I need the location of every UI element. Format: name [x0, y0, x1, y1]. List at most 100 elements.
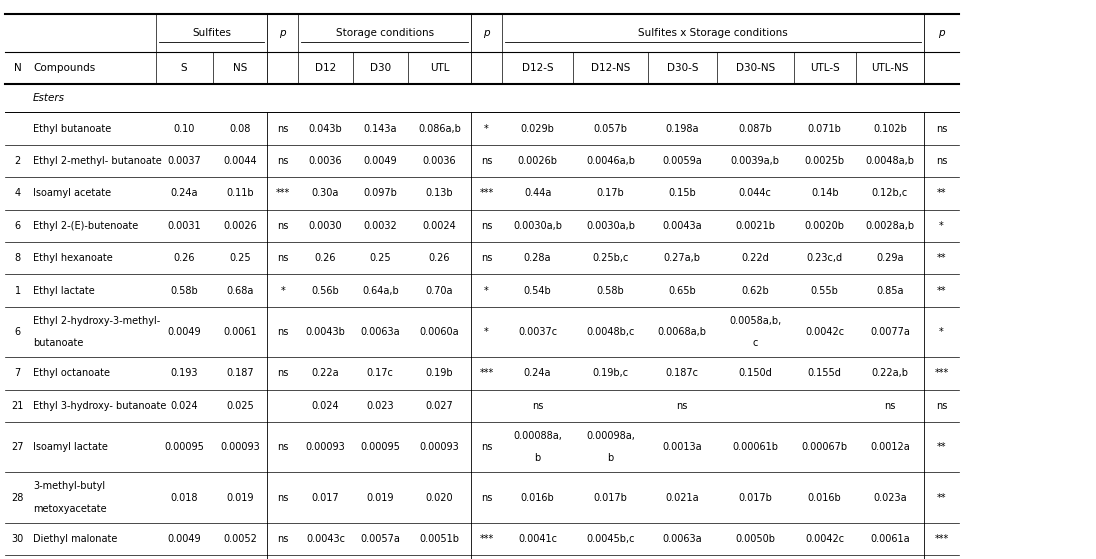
Text: 0.150d: 0.150d [739, 368, 772, 378]
Text: Sulfites: Sulfites [192, 28, 231, 38]
Text: 0.58b: 0.58b [170, 286, 198, 296]
Text: 0.26: 0.26 [315, 253, 336, 263]
Text: 7: 7 [14, 368, 21, 378]
Text: ns: ns [481, 442, 492, 452]
Text: 0.17b: 0.17b [596, 188, 625, 198]
Text: Ethyl hexanoate: Ethyl hexanoate [33, 253, 113, 263]
Text: 3-methyl-butyl: 3-methyl-butyl [33, 481, 105, 491]
Text: c: c [753, 338, 757, 348]
Text: 0.044c: 0.044c [739, 188, 772, 198]
Text: 0.0037c: 0.0037c [518, 327, 557, 337]
Text: 0.0060a: 0.0060a [420, 327, 459, 337]
Text: 0.018: 0.018 [170, 492, 198, 503]
Text: 0.0031: 0.0031 [168, 221, 201, 231]
Text: 0.0048b,c: 0.0048b,c [586, 327, 635, 337]
Text: 0.00095: 0.00095 [164, 442, 204, 452]
Text: 0.70a: 0.70a [425, 286, 454, 296]
Text: 0.85a: 0.85a [876, 286, 904, 296]
Text: 0.30a: 0.30a [312, 188, 339, 198]
Text: 0.0013a: 0.0013a [662, 442, 703, 452]
Text: 27: 27 [11, 442, 24, 452]
Text: 0.0043a: 0.0043a [662, 221, 703, 231]
Text: 0.17c: 0.17c [367, 368, 393, 378]
Text: UTL-S: UTL-S [810, 63, 840, 73]
Text: 21: 21 [11, 401, 24, 411]
Text: ns: ns [277, 221, 288, 231]
Text: 0.26: 0.26 [173, 253, 195, 263]
Text: 0.024: 0.024 [311, 401, 340, 411]
Text: S: S [181, 63, 187, 73]
Text: ***: *** [934, 368, 949, 378]
Text: 0.28a: 0.28a [524, 253, 551, 263]
Text: 0.54b: 0.54b [524, 286, 551, 296]
Text: 0.00061b: 0.00061b [732, 442, 778, 452]
Text: 0.029b: 0.029b [521, 124, 555, 134]
Text: 0.65b: 0.65b [669, 286, 696, 296]
Text: 0.0036: 0.0036 [309, 156, 342, 166]
Text: UTL: UTL [430, 63, 449, 73]
Text: 0.15b: 0.15b [669, 188, 696, 198]
Text: 0.62b: 0.62b [741, 286, 769, 296]
Text: ns: ns [532, 401, 544, 411]
Text: 0.27a,b: 0.27a,b [664, 253, 700, 263]
Text: NS: NS [232, 63, 248, 73]
Text: 0.057b: 0.057b [593, 124, 628, 134]
Text: 2: 2 [14, 156, 21, 166]
Text: 0.0045b,c: 0.0045b,c [586, 534, 635, 544]
Text: Ethyl octanoate: Ethyl octanoate [33, 368, 110, 378]
Text: Compounds: Compounds [33, 63, 95, 73]
Text: 0.0063a: 0.0063a [662, 534, 703, 544]
Text: 0.56b: 0.56b [311, 286, 340, 296]
Text: 0.0036: 0.0036 [423, 156, 456, 166]
Text: 0.0061a: 0.0061a [870, 534, 910, 544]
Text: 0.00098a,: 0.00098a, [586, 431, 635, 441]
Text: 0.193: 0.193 [170, 368, 198, 378]
Text: ns: ns [277, 442, 288, 452]
Text: **: ** [937, 253, 946, 263]
Text: 0.19b,c: 0.19b,c [593, 368, 628, 378]
Text: 0.68a: 0.68a [227, 286, 253, 296]
Text: 0.0051b: 0.0051b [420, 534, 459, 544]
Text: 0.0048a,b: 0.0048a,b [866, 156, 914, 166]
Text: ns: ns [277, 327, 288, 337]
Text: ns: ns [277, 492, 288, 503]
Text: 1: 1 [14, 286, 21, 296]
Text: D12-NS: D12-NS [591, 63, 630, 73]
Text: metoxyacetate: metoxyacetate [33, 504, 106, 514]
Text: *: * [939, 221, 944, 231]
Text: 0.22a: 0.22a [311, 368, 340, 378]
Text: **: ** [937, 492, 946, 503]
Text: 0.020: 0.020 [425, 492, 454, 503]
Text: Ethyl 2-(E)-butenoate: Ethyl 2-(E)-butenoate [33, 221, 138, 231]
Text: 0.25b,c: 0.25b,c [592, 253, 629, 263]
Text: 0.11b: 0.11b [226, 188, 254, 198]
Text: D12-S: D12-S [522, 63, 553, 73]
Text: Sulfites x Storage conditions: Sulfites x Storage conditions [638, 28, 788, 38]
Text: Ethyl 2-hydroxy-3-methyl-: Ethyl 2-hydroxy-3-methyl- [33, 316, 160, 326]
Text: Ethyl butanoate: Ethyl butanoate [33, 124, 111, 134]
Text: 0.0026: 0.0026 [224, 221, 256, 231]
Text: 0.0041c: 0.0041c [518, 534, 557, 544]
Text: 0.0028a,b: 0.0028a,b [866, 221, 914, 231]
Text: butanoate: butanoate [33, 338, 83, 348]
Text: ns: ns [936, 156, 947, 166]
Text: 0.0043b: 0.0043b [306, 327, 345, 337]
Text: 0.26: 0.26 [429, 253, 450, 263]
Text: Isoamyl lactate: Isoamyl lactate [33, 442, 107, 452]
Text: ns: ns [676, 401, 688, 411]
Text: 0.24a: 0.24a [524, 368, 551, 378]
Text: 0.087b: 0.087b [739, 124, 772, 134]
Text: Storage conditions: Storage conditions [335, 28, 434, 38]
Text: 0.102b: 0.102b [874, 124, 906, 134]
Text: 0.0049: 0.0049 [364, 156, 397, 166]
Text: Isoamyl acetate: Isoamyl acetate [33, 188, 111, 198]
Text: ns: ns [277, 253, 288, 263]
Text: 6: 6 [14, 327, 21, 337]
Text: *: * [281, 286, 285, 296]
Text: 0.0043c: 0.0043c [306, 534, 345, 544]
Text: 0.0068a,b: 0.0068a,b [658, 327, 707, 337]
Text: 0.10: 0.10 [173, 124, 195, 134]
Text: N: N [13, 63, 22, 73]
Text: 28: 28 [11, 492, 24, 503]
Text: Ethyl 2-methyl- butanoate: Ethyl 2-methyl- butanoate [33, 156, 161, 166]
